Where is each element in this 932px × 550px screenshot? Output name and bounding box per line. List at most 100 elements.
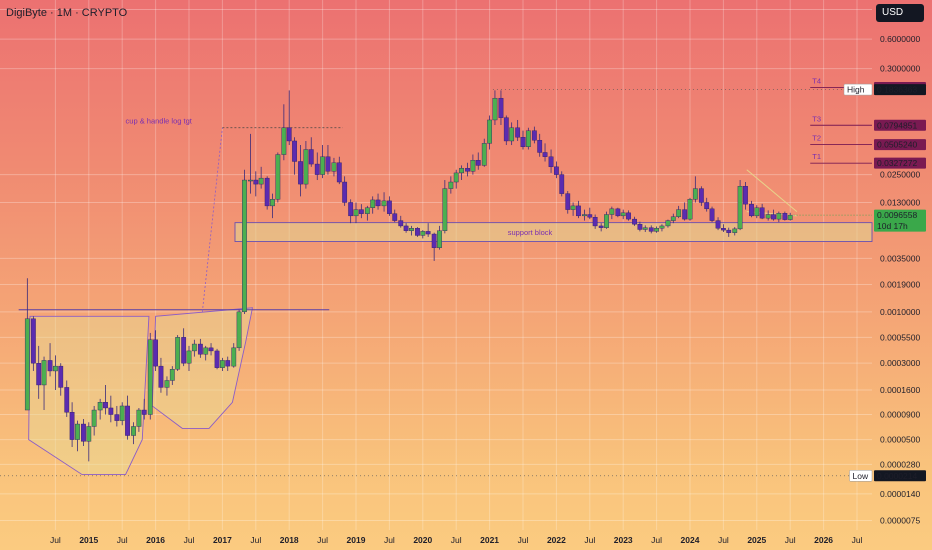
- currency-button[interactable]: USD: [876, 4, 924, 22]
- candle-body: [64, 387, 70, 413]
- candle-body: [637, 224, 643, 230]
- x-tick-label: 2019: [347, 535, 366, 545]
- candle-body: [609, 208, 615, 215]
- candle-body: [470, 160, 476, 172]
- candle-body: [131, 426, 136, 436]
- candle-body: [759, 207, 765, 219]
- candle-body: [559, 174, 565, 194]
- x-tick-label: 2026: [814, 535, 833, 545]
- symbol-title[interactable]: DigiByte · 1M · CRYPTO: [6, 7, 128, 19]
- candle-body: [448, 181, 454, 189]
- projection-line: [201, 127, 223, 312]
- x-tick-label: 2015: [79, 535, 98, 545]
- candle-body: [615, 208, 621, 217]
- candle-body: [732, 228, 738, 233]
- x-tick-label: Jul: [250, 535, 261, 545]
- candle-body: [776, 213, 782, 220]
- candle-body: [648, 227, 654, 232]
- candle-body: [437, 230, 442, 248]
- x-tick-label: Jul: [451, 535, 462, 545]
- candle-body: [36, 362, 42, 386]
- candle-body: [308, 149, 314, 165]
- y-tick-label: 0.0000280: [880, 459, 920, 469]
- candle-body: [531, 130, 537, 141]
- x-tick-label: Jul: [651, 535, 662, 545]
- candle-body: [659, 225, 665, 229]
- candle-body: [709, 208, 715, 221]
- candle-body: [336, 162, 342, 183]
- candle-body: [492, 97, 498, 121]
- candle-body: [147, 339, 153, 415]
- price-badge-last: [874, 209, 926, 232]
- candle-body: [292, 140, 297, 162]
- candle-body: [197, 343, 203, 355]
- candle-body: [286, 127, 292, 142]
- candle-body: [158, 365, 164, 388]
- price-tag-label-high: High: [847, 85, 865, 95]
- x-tick-label: 2025: [747, 535, 766, 545]
- candle-body: [537, 139, 543, 153]
- y-tick-label: 0.0003000: [880, 358, 920, 368]
- candle-body: [498, 97, 504, 118]
- x-tick-label: 2020: [413, 535, 432, 545]
- target-label-T4: T4: [812, 76, 821, 85]
- candle-body: [409, 228, 414, 231]
- countdown-label: 10d 17h: [877, 221, 908, 231]
- candle-body: [626, 212, 631, 220]
- candle-body: [542, 152, 548, 157]
- y-tick-label: 0.0000500: [880, 435, 920, 445]
- candle-body: [642, 227, 648, 230]
- candle-body: [119, 405, 125, 421]
- candle-body: [169, 369, 175, 381]
- candle-body: [342, 181, 348, 203]
- x-tick-label: 2018: [280, 535, 299, 545]
- candle-body: [576, 205, 581, 217]
- candle-body: [303, 149, 309, 185]
- candle-body: [771, 214, 776, 220]
- candle-body: [298, 161, 303, 185]
- candle-body: [487, 119, 492, 144]
- price-badge-T1: [874, 157, 926, 169]
- candle-body: [670, 216, 676, 221]
- candle-body: [108, 407, 114, 415]
- x-tick-label: Jul: [518, 535, 529, 545]
- x-tick-label: 2022: [547, 535, 566, 545]
- candle-body: [225, 360, 231, 367]
- candle-body: [604, 214, 609, 228]
- candle-body: [258, 177, 264, 185]
- candle-body: [164, 380, 170, 388]
- support-block-label: support block: [508, 228, 553, 237]
- candle-body: [475, 160, 481, 166]
- candle-body: [453, 172, 459, 183]
- price-badge-value-T1: 0.0327272: [877, 158, 917, 168]
- target-label-T1: T1: [812, 152, 821, 161]
- candle-body: [442, 188, 448, 231]
- price-badge-T3: [874, 119, 926, 131]
- x-tick-label: 2024: [681, 535, 700, 545]
- candle-body: [203, 347, 209, 355]
- candle-body: [153, 339, 158, 367]
- candle-body: [320, 156, 325, 175]
- candle-body: [431, 233, 437, 248]
- candle-body: [214, 350, 220, 368]
- y-tick-label: 0.6000000: [880, 34, 920, 44]
- x-tick-label: Jul: [785, 535, 796, 545]
- candle-body: [415, 228, 420, 236]
- candle-body: [231, 347, 237, 367]
- y-tick-label: 0.0130000: [880, 197, 920, 207]
- candle-body: [248, 179, 253, 182]
- candle-body: [270, 199, 275, 207]
- candle-body: [53, 365, 58, 372]
- price-badge-value-T2: 0.0505240: [877, 140, 917, 150]
- candle-body: [208, 347, 214, 352]
- candle-body: [587, 214, 593, 218]
- x-tick-label: 2021: [480, 535, 499, 545]
- candle-body: [525, 130, 531, 147]
- candle-body: [509, 127, 515, 142]
- candle-body: [565, 193, 571, 210]
- candle-body: [620, 212, 626, 217]
- candle-body: [704, 202, 710, 210]
- price-badge-value-low: 0.0000214: [877, 471, 917, 481]
- candle-body: [281, 127, 287, 155]
